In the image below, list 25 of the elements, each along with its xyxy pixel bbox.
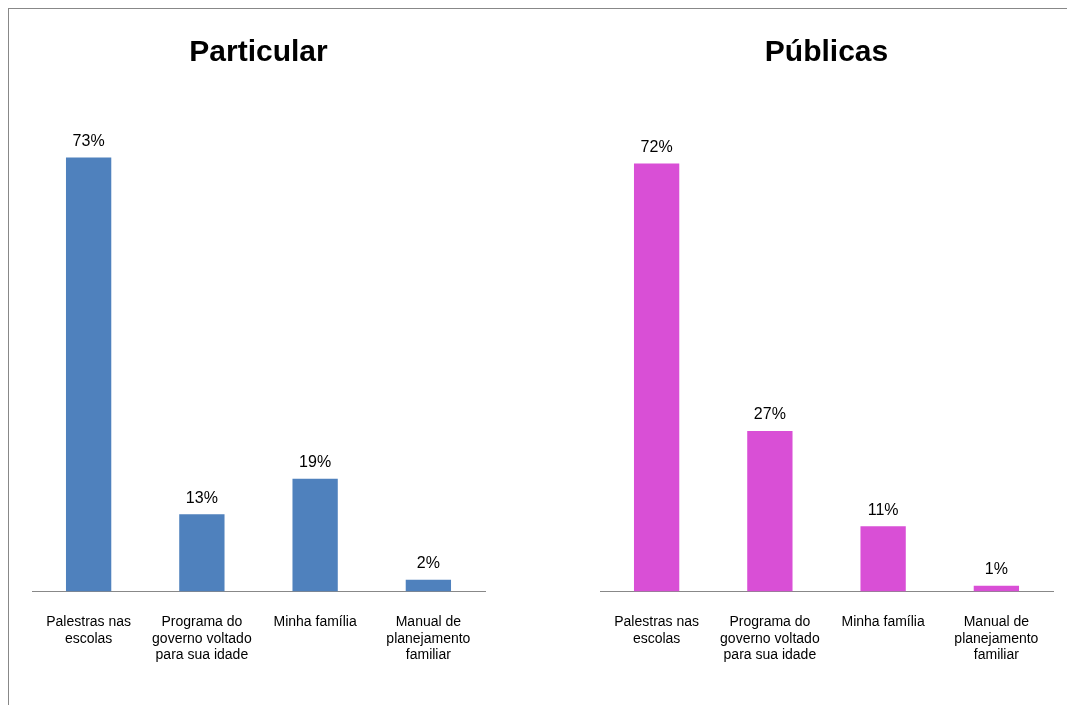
data-label: 13% <box>185 488 218 506</box>
bar <box>747 431 793 592</box>
x-tick-label: Programa do governo voltado para sua idade <box>720 612 820 663</box>
bar <box>292 478 338 592</box>
data-label: 27% <box>753 405 786 423</box>
bar <box>405 579 452 592</box>
x-tick-label: Palestras nas escolas <box>614 612 700 646</box>
chart-title: Públicas <box>764 34 889 68</box>
x-tick-label: Manual de planejamento familiar <box>386 612 471 663</box>
x-tick-label: Minha família <box>273 612 357 629</box>
data-label: 2% <box>416 554 440 572</box>
chart-title: Particular <box>189 34 329 68</box>
data-label: 73% <box>72 132 105 150</box>
x-tick-label: Programa do governo voltado para sua idade <box>152 612 252 663</box>
x-tick-label: Palestras nas escolas <box>46 612 132 646</box>
data-label: 11% <box>867 500 899 518</box>
bar <box>860 526 906 592</box>
data-label: 19% <box>299 453 332 471</box>
bar <box>65 157 112 592</box>
bar <box>179 514 225 592</box>
data-label: 1% <box>984 560 1008 578</box>
data-label: 72% <box>640 137 673 155</box>
x-tick-label: Manual de planejamento familiar <box>954 612 1039 663</box>
x-tick-label: Minha família <box>841 612 925 629</box>
bar <box>633 163 680 592</box>
